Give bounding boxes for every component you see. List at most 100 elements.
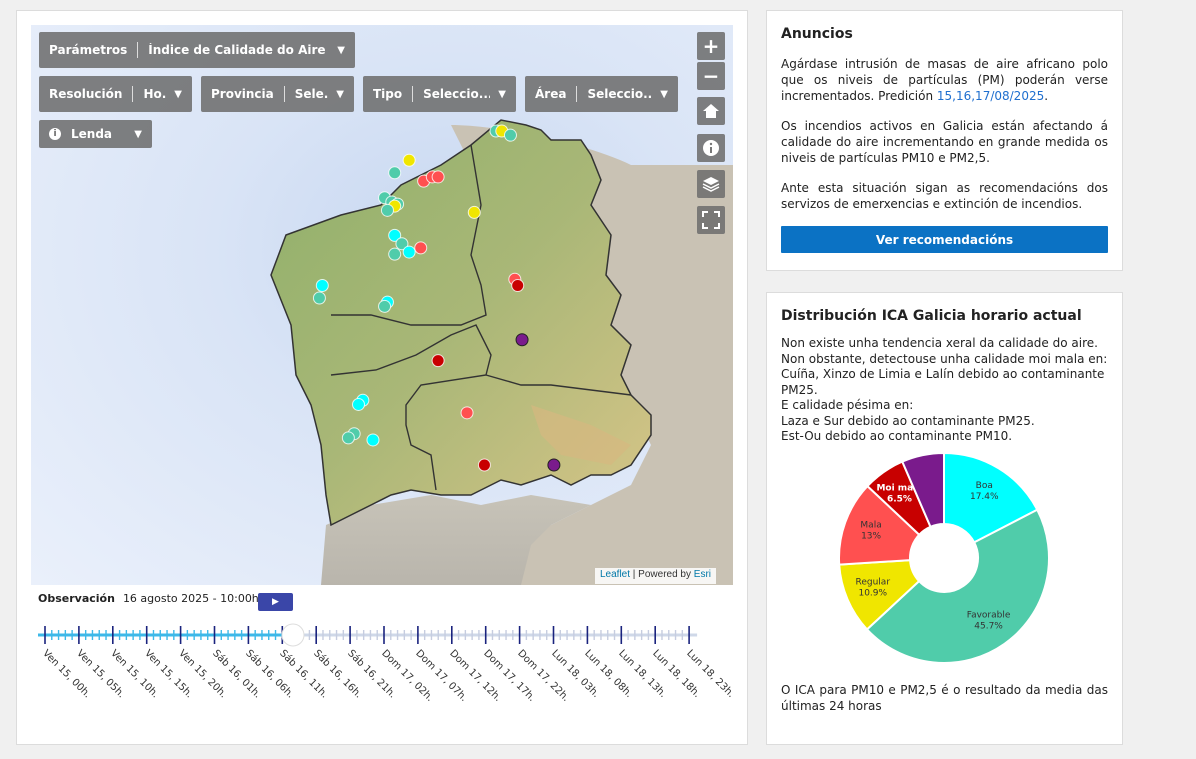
station-marker[interactable] (341, 431, 355, 445)
timeline-track[interactable] (38, 620, 708, 650)
parametros-select[interactable]: Parámetros Índice de Calidade do Aire - … (39, 32, 355, 68)
galicia-region (270, 119, 652, 527)
esri-link[interactable]: Esri (693, 569, 712, 580)
home-button[interactable] (697, 97, 725, 125)
prediccion-link[interactable]: 15,16,17/08/2025 (936, 89, 1045, 103)
chevron-down-icon: ▼ (336, 88, 344, 100)
layers-button[interactable] (697, 170, 725, 198)
pie-slice[interactable] (943, 451, 1039, 544)
station-marker[interactable] (395, 237, 409, 251)
observation-row: Observación 16 agosto 2025 - 10:00h (38, 592, 259, 605)
attribution-sep: | Powered by (630, 569, 694, 580)
observation-datetime: 16 agosto 2025 - 10:00h (122, 592, 259, 605)
distribucion-title: Distribución ICA Galicia horario actual (781, 308, 1082, 324)
mountain-texture (531, 405, 631, 465)
pie-label: Mala 13% (860, 520, 881, 541)
anuncios-title: Anuncios (781, 26, 853, 42)
station-marker[interactable] (515, 333, 529, 347)
anuncios-paragraph-1: Agárdase intrusión de masas de aire afri… (781, 56, 1108, 104)
station-marker[interactable] (431, 354, 445, 368)
station-marker[interactable] (503, 128, 517, 142)
dist-line: Non existe unha tendencia xeral da calid… (781, 336, 1098, 350)
area-select[interactable]: Área Seleccio... ▼ (525, 76, 678, 112)
station-marker[interactable] (431, 170, 445, 184)
ver-recomendacions-button[interactable]: Ver recomendacións (781, 226, 1108, 253)
distribucion-text: Non existe unha tendencia xeral da calid… (781, 336, 1108, 445)
separator (412, 86, 414, 102)
chevron-down-icon: ▼ (660, 88, 668, 100)
station-marker[interactable] (378, 299, 392, 313)
distribucion-footer: O ICA para PM10 e PM2,5 é o resultado da… (781, 682, 1108, 713)
pie-slice[interactable] (865, 507, 1050, 664)
station-marker[interactable] (477, 458, 491, 472)
separator (137, 42, 139, 58)
provincia-value: Sele... (294, 87, 329, 101)
station-marker[interactable] (388, 166, 402, 180)
separator (132, 86, 134, 102)
pie-slice[interactable] (900, 451, 945, 528)
leaflet-link[interactable]: Leaflet (600, 569, 631, 580)
map-view[interactable]: Parámetros Índice de Calidade do Aire - … (31, 25, 733, 585)
dist-line: Cuíña, Xinzo de Limia e Lalín debido ao … (781, 367, 1105, 397)
station-marker[interactable] (366, 433, 380, 447)
info-button[interactable] (697, 134, 725, 162)
station-marker[interactable] (380, 203, 394, 217)
parametros-value: Índice de Calidade do Aire - ICA (148, 43, 329, 57)
chevron-down-icon: ▼ (498, 88, 506, 100)
info-icon: i (49, 128, 61, 140)
station-marker[interactable] (460, 406, 474, 420)
station-marker[interactable] (414, 241, 428, 255)
station-marker[interactable] (388, 247, 402, 261)
tipo-label: Tipo (373, 87, 403, 101)
dist-line: E calidade pésima en: (781, 398, 914, 412)
provincia-label: Provincia (211, 87, 274, 101)
home-icon (703, 104, 719, 118)
pie-label: Moi mala 6.5% (876, 483, 922, 504)
zoom-out-button[interactable]: − (697, 62, 725, 90)
chevron-down-icon: ▼ (174, 88, 182, 100)
lenda-toggle[interactable]: i Lenda ▼ (39, 120, 152, 148)
anuncios-p1-end: . (1044, 89, 1049, 103)
separator (283, 86, 285, 102)
ica-pie-chart: Boa 17.4% Favorable 45.7% Regular 10.9% Mala 13… (838, 451, 1050, 664)
chevron-down-icon: ▼ (337, 44, 345, 56)
station-marker[interactable] (352, 397, 365, 411)
province-borders (330, 144, 632, 491)
pie-slice[interactable] (838, 484, 921, 566)
anuncios-card: Anuncios Agárdase intrusión de masas de … (766, 10, 1123, 271)
station-marker[interactable] (547, 458, 561, 472)
station-markers[interactable] (312, 124, 561, 472)
dist-line: Laza e Sur debido ao contaminante PM25. (781, 413, 1035, 428)
tipo-select[interactable]: Tipo Seleccio... ▼ (363, 76, 516, 112)
station-marker[interactable] (402, 153, 416, 167)
fullscreen-button[interactable] (697, 206, 725, 234)
lenda-label: Lenda (71, 127, 113, 141)
separator (576, 86, 578, 102)
anuncios-paragraph-2: Os incendios activos en Galicia están af… (781, 119, 1108, 165)
resolucion-label: Resolución (49, 87, 123, 101)
play-button[interactable]: ▶ (258, 593, 293, 611)
distribucion-card: Distribución ICA Galicia horario actual … (766, 292, 1123, 745)
station-marker[interactable] (388, 228, 402, 242)
station-marker[interactable] (511, 278, 525, 292)
station-marker[interactable] (312, 291, 326, 305)
timeline-handle[interactable] (281, 623, 305, 647)
zoom-in-button[interactable]: + (697, 32, 725, 60)
station-marker[interactable] (467, 205, 481, 219)
provincia-select[interactable]: Provincia Sele... ▼ (201, 76, 354, 112)
dist-line: Non obstante, detectouse unha calidade m… (781, 351, 1108, 366)
chevron-down-icon: ▼ (134, 128, 142, 140)
anuncios-paragraph-3: Ante esta situación sigan as recomendaci… (781, 181, 1108, 211)
resolucion-select[interactable]: Resolución Ho... ▼ (39, 76, 192, 112)
anuncios-p1-text: Agárdase intrusión de masas de aire afri… (781, 57, 1108, 103)
pie-label: Regular 10.9% (856, 577, 891, 598)
station-marker[interactable] (402, 245, 416, 259)
dist-line: Est-Ou debido ao contaminante PM10. (781, 429, 1013, 443)
tipo-value: Seleccio... (423, 87, 491, 101)
resolucion-value: Ho... (143, 87, 167, 101)
fullscreen-icon (702, 211, 720, 229)
layers-icon (702, 177, 720, 192)
galicia-map (270, 119, 733, 585)
timeline[interactable]: Ven 15, 00h. Ven 15, 05h. Ven 15, 10h. Ven … (38, 620, 736, 704)
station-marker[interactable] (315, 278, 329, 292)
